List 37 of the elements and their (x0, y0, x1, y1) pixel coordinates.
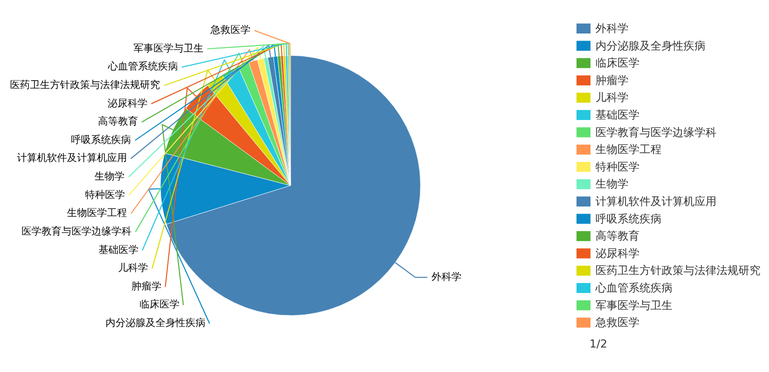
legend-label: 生物医学工程 (596, 143, 662, 156)
slice-label: 医药卫生方针政策与法律法规研究 (10, 78, 160, 91)
slice-label: 高等教育 (98, 116, 138, 128)
slice-label: 生物学 (94, 170, 125, 182)
slice-label: 特种医学 (84, 188, 125, 201)
legend-label: 外科学 (596, 22, 628, 35)
slice-label: 医学教育与医学边缘学科 (21, 225, 132, 238)
legend-label: 生物学 (596, 178, 628, 191)
legend-label: 心血管系统疾病 (594, 282, 672, 294)
slice-label: 生物医学工程 (67, 207, 128, 220)
legend-label: 高等教育 (596, 230, 640, 243)
slice-label: 军事医学与卫生 (133, 42, 204, 54)
legend-label: 医药卫生方针政策与法律法规研究 (596, 264, 760, 278)
legend-label: 医学教育与医学边缘学科 (596, 126, 716, 139)
slice-label: 外科学 (431, 270, 462, 283)
legend-label: 急救医学 (594, 316, 640, 330)
legend-label: 军事医学与卫生 (596, 298, 672, 312)
slice-label: 基础医学 (98, 244, 138, 256)
legend-label: 泌尿科学 (596, 246, 640, 260)
slice-label: 呼吸系统疾病 (71, 134, 132, 146)
slice-label: 心血管系统疾病 (106, 60, 178, 73)
legend-label: 儿科学 (596, 91, 628, 104)
slice-label: 泌尿科学 (107, 97, 148, 110)
legend-label: 基础医学 (596, 108, 640, 122)
legend-label: 肿瘤学 (596, 74, 628, 87)
legend-label: 特种医学 (596, 160, 640, 174)
slice-label: 急救医学 (210, 24, 250, 36)
text: 1/2 (590, 337, 608, 350)
slice-label: 临床医学 (139, 298, 180, 311)
slice-label: 肿瘤学 (131, 280, 162, 292)
slice-label: 计算机软件及计算机应用 (16, 152, 127, 164)
legend-label: 内分泌腺及全身性疾病 (596, 39, 706, 52)
legend-label: 计算机软件及计算机应用 (596, 195, 716, 208)
legend-label: 临床医学 (596, 56, 640, 70)
slice-label: 儿科学 (118, 262, 148, 274)
slice-label: 内分泌腺及全身性疾病 (106, 317, 206, 329)
legend-label: 呼吸系统疾病 (596, 212, 662, 226)
